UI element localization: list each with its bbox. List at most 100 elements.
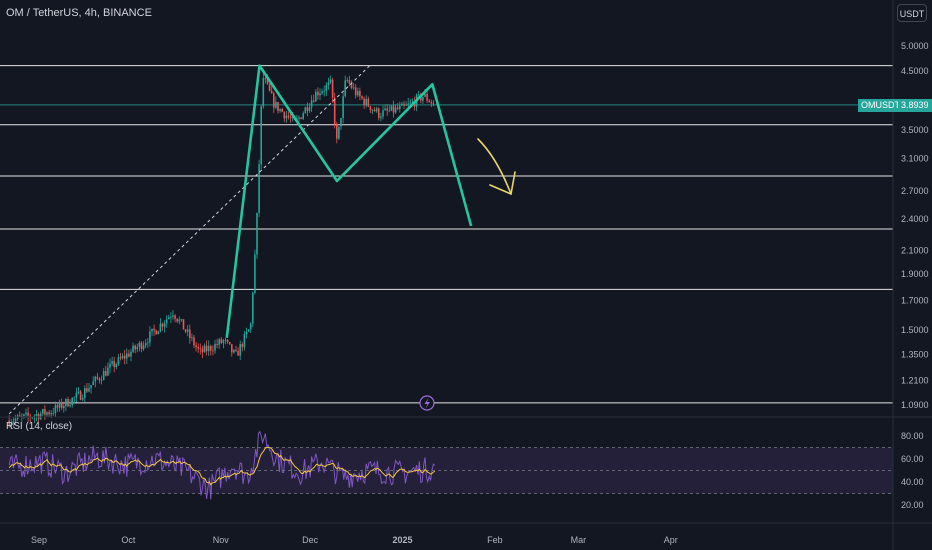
candle-body bbox=[331, 79, 334, 98]
y-tick-label: 3.5000 bbox=[901, 125, 929, 135]
candle-body bbox=[50, 413, 52, 415]
candle-body bbox=[178, 319, 181, 322]
down-arrow-drawing bbox=[477, 138, 516, 195]
candle-body bbox=[193, 337, 195, 346]
y-tick-label: 3.1000 bbox=[901, 154, 929, 164]
candle-body bbox=[411, 101, 414, 103]
candle-body bbox=[56, 405, 59, 408]
candle-body bbox=[111, 361, 113, 364]
currency-unit-button[interactable]: USDT bbox=[897, 4, 927, 22]
x-tick-label: Mar bbox=[571, 535, 587, 545]
rsi-indicator-label[interactable]: RSI (14, close) bbox=[6, 421, 73, 432]
candle-body bbox=[73, 397, 76, 398]
lightning-icon[interactable] bbox=[419, 395, 435, 411]
y-tick-label: 1.2100 bbox=[901, 375, 929, 385]
candle-body bbox=[134, 345, 136, 350]
candle-body bbox=[130, 351, 132, 357]
candle-body bbox=[155, 330, 157, 335]
candle-body bbox=[10, 423, 13, 427]
dashed-trend-line bbox=[8, 65, 371, 415]
candle-body bbox=[79, 391, 82, 400]
candle-body bbox=[233, 349, 235, 353]
rsi-y-tick-label: 40.00 bbox=[901, 477, 924, 487]
candle-body bbox=[23, 414, 25, 416]
arrow-shaft bbox=[477, 138, 512, 195]
candle-body bbox=[75, 392, 78, 398]
candle-body bbox=[245, 331, 248, 335]
y-tick-label: 1.3500 bbox=[901, 350, 929, 360]
candle-body bbox=[300, 117, 302, 119]
candle-body bbox=[159, 323, 162, 332]
candle-body bbox=[92, 381, 94, 386]
candle-body bbox=[277, 102, 279, 112]
rsi-y-tick-label: 60.00 bbox=[901, 454, 924, 464]
candle-body bbox=[168, 317, 170, 320]
candle-body bbox=[52, 413, 55, 414]
candle-body bbox=[180, 319, 183, 320]
candle-body bbox=[35, 414, 38, 416]
candle-body bbox=[165, 319, 168, 324]
candle-body bbox=[65, 398, 67, 406]
candle-body bbox=[220, 339, 223, 343]
candle-body bbox=[319, 93, 321, 96]
candle-body bbox=[170, 316, 172, 318]
candle-body bbox=[102, 371, 105, 381]
candle-body bbox=[123, 355, 126, 359]
candle-body bbox=[184, 329, 187, 332]
candle-body bbox=[344, 80, 346, 97]
candle-body bbox=[46, 412, 48, 415]
candle-body bbox=[325, 85, 328, 91]
candle-body bbox=[312, 100, 315, 102]
candle-body bbox=[396, 107, 399, 110]
candle-body bbox=[224, 339, 227, 341]
candle-body bbox=[323, 90, 325, 92]
candle-body bbox=[373, 109, 376, 112]
candle-body bbox=[144, 342, 147, 346]
candle-body bbox=[394, 107, 397, 113]
candle-body bbox=[239, 344, 241, 356]
candle-body bbox=[163, 323, 166, 327]
candle-body bbox=[264, 78, 267, 80]
candle-body bbox=[214, 343, 216, 351]
candle-body bbox=[27, 412, 29, 416]
candle-body bbox=[333, 97, 336, 125]
candle-body bbox=[189, 329, 191, 338]
candle-body bbox=[39, 413, 42, 419]
candle-body bbox=[405, 105, 407, 106]
candle-body bbox=[147, 342, 149, 344]
rsi-y-tick-label: 20.00 bbox=[901, 500, 924, 510]
candle-body bbox=[342, 96, 344, 119]
candle-body bbox=[346, 80, 349, 81]
candle-body bbox=[210, 345, 212, 351]
candle-body bbox=[407, 103, 409, 106]
candle-body bbox=[336, 124, 338, 139]
candle-body bbox=[98, 378, 101, 381]
candle-body bbox=[58, 401, 61, 408]
candle-body bbox=[401, 103, 403, 106]
arrow-head bbox=[489, 171, 516, 195]
candle-body bbox=[172, 315, 174, 317]
candle-body bbox=[308, 107, 311, 111]
candle-body bbox=[84, 388, 86, 398]
candle-body bbox=[88, 388, 90, 392]
candle-body bbox=[140, 342, 143, 350]
candle-body bbox=[432, 103, 435, 105]
y-tick-label: 1.0900 bbox=[901, 400, 929, 410]
candle-body bbox=[241, 344, 244, 348]
candle-body bbox=[260, 106, 262, 165]
candle-body bbox=[212, 350, 214, 352]
candle-body bbox=[340, 118, 342, 127]
candle-body bbox=[60, 401, 63, 409]
candle-body bbox=[109, 363, 111, 368]
candle-body bbox=[306, 107, 309, 111]
candle-body bbox=[107, 367, 109, 376]
candle-body bbox=[352, 87, 355, 89]
candle-body bbox=[126, 353, 128, 359]
candle-body bbox=[428, 100, 430, 103]
candle-body bbox=[86, 388, 88, 392]
candle-body bbox=[409, 102, 412, 104]
y-tick-label: 1.5000 bbox=[901, 325, 929, 335]
candle-body bbox=[390, 105, 393, 111]
candle-body bbox=[329, 79, 332, 83]
